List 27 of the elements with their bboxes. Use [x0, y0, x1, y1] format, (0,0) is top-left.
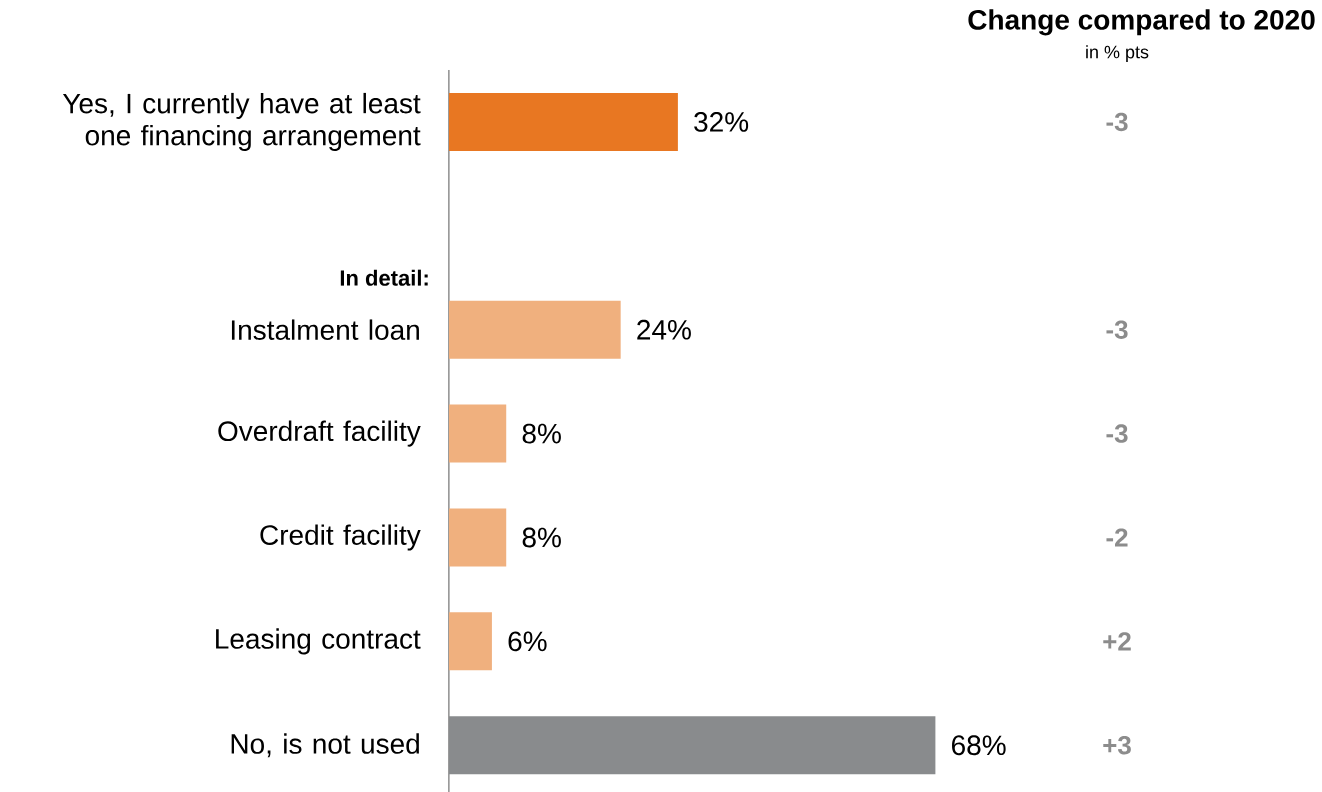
bar	[449, 716, 936, 775]
y-tick-label: Instalment loan	[231, 319, 419, 340]
bar	[449, 612, 492, 671]
text: +2	[1103, 632, 1131, 651]
data-label: 8%	[522, 423, 561, 444]
bar	[449, 508, 507, 567]
text: -3	[1106, 424, 1128, 443]
text: Change compared to 2020	[968, 9, 1315, 36]
data-label: 68%	[952, 735, 1006, 756]
text: -3	[1106, 320, 1128, 339]
y-tick-label: No, is not used	[231, 733, 419, 758]
text: +3	[1103, 736, 1131, 755]
data-label: 32%	[694, 112, 749, 132]
text: In detail:	[340, 269, 428, 286]
text: -3	[1106, 112, 1128, 132]
data-label: 24%	[637, 319, 691, 340]
data-label: 8%	[522, 527, 561, 548]
data-label: 6%	[508, 631, 547, 652]
text: -2	[1106, 528, 1128, 547]
y-tick-label: Credit facility	[260, 524, 421, 551]
y-tick-label: Yes, I currently have at least one financing arrangement	[62, 92, 421, 151]
y-tick-label: Leasing contract	[216, 628, 421, 655]
bar	[449, 92, 678, 151]
text: in % pts	[1086, 45, 1149, 62]
bar	[449, 404, 507, 463]
y-tick-label: Overdraft facility	[218, 420, 421, 447]
bar	[449, 300, 621, 359]
